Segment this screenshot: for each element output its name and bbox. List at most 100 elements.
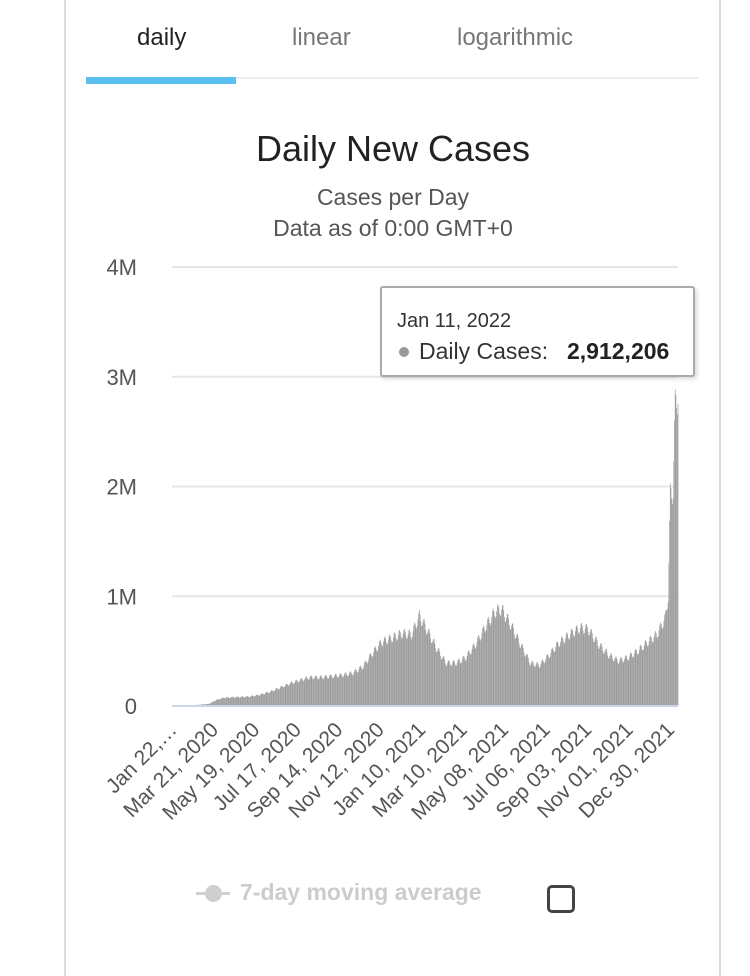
daily-cases-bar (656, 636, 658, 706)
daily-cases-bar (669, 483, 671, 706)
moving-average-checkbox[interactable] (547, 885, 575, 913)
tab-linear[interactable]: linear (292, 24, 351, 51)
daily-cases-bar (308, 679, 310, 706)
daily-cases-bar (461, 659, 463, 706)
daily-cases-bar (450, 666, 452, 706)
daily-cases-bar (598, 648, 599, 706)
daily-cases-bar (617, 661, 618, 706)
daily-cases-bar (260, 694, 261, 706)
daily-cases-bar (271, 690, 273, 706)
daily-cases-bar (607, 655, 609, 706)
daily-cases-bar (534, 666, 536, 706)
daily-cases-bar (255, 695, 256, 706)
daily-cases-bar (580, 623, 582, 706)
daily-cases-bar (586, 626, 588, 706)
daily-cases-bar (274, 690, 275, 706)
daily-cases-bar (624, 656, 626, 706)
daily-cases-bar (355, 669, 357, 706)
daily-cases-bar (519, 647, 521, 706)
daily-cases-bar (303, 681, 304, 706)
daily-cases-bar (371, 657, 373, 706)
daily-cases-bar (588, 635, 590, 706)
daily-cases-bar (542, 660, 544, 706)
daily-cases-bar (332, 678, 334, 706)
daily-cases-bar (420, 621, 422, 706)
daily-cases-bar (318, 679, 320, 706)
daily-cases-bar (444, 659, 446, 706)
daily-cases-bar (676, 408, 677, 706)
daily-cases-bar (440, 658, 442, 706)
daily-cases-bar (351, 674, 353, 706)
daily-cases-bar (280, 686, 282, 706)
daily-cases-bar (671, 498, 673, 706)
daily-cases-bar (539, 668, 540, 706)
daily-cases-bar (489, 622, 490, 706)
daily-cases-bar (345, 672, 346, 706)
daily-cases-bar (258, 695, 259, 706)
daily-cases-bar (395, 638, 397, 706)
daily-cases-bar (568, 640, 570, 706)
daily-cases-bar (469, 653, 471, 706)
daily-cases-bar (608, 658, 609, 706)
daily-cases-bar (317, 679, 319, 706)
daily-cases-bar (629, 656, 630, 706)
daily-cases-bar (598, 648, 600, 706)
daily-cases-bar (609, 655, 611, 706)
daily-cases-bar (428, 628, 429, 706)
daily-cases-bar (300, 678, 301, 706)
daily-cases-bar (454, 664, 456, 706)
daily-cases-bar (506, 614, 508, 706)
daily-cases-bar (564, 642, 566, 706)
daily-cases-bar (459, 659, 460, 706)
daily-cases-bar (612, 659, 613, 706)
daily-cases-bar (289, 683, 291, 706)
daily-cases-bar (263, 694, 265, 706)
daily-cases-bar (276, 687, 278, 706)
daily-cases-bar (558, 645, 559, 706)
daily-cases-bar (402, 633, 404, 706)
daily-cases-bar (367, 662, 369, 706)
daily-cases-bar (476, 642, 478, 706)
daily-cases-bar (474, 647, 476, 706)
daily-cases-bar (627, 661, 629, 706)
daily-cases-bar (338, 677, 339, 706)
daily-cases-bar (626, 656, 628, 706)
daily-cases-bar (464, 659, 466, 706)
daily-cases-bar (640, 644, 642, 706)
daily-cases-bar (381, 644, 382, 706)
daily-cases-bar (584, 632, 585, 706)
tooltip-value: 2,912,206 (567, 338, 670, 364)
tab-logarithmic[interactable]: logarithmic (457, 24, 574, 51)
daily-cases-bar (307, 678, 308, 706)
daily-cases-bar (343, 676, 344, 706)
daily-cases-bar (652, 642, 654, 706)
daily-cases-bar (438, 648, 440, 706)
daily-cases-bar (603, 653, 605, 706)
tab-daily[interactable]: daily (137, 24, 187, 51)
daily-cases-bar (605, 648, 606, 706)
daily-cases-bar (211, 702, 212, 706)
daily-cases-bar (621, 658, 623, 706)
daily-cases-bar (371, 655, 372, 706)
daily-cases-bar (654, 632, 656, 706)
daily-cases-bar (435, 651, 437, 706)
bar-series (171, 389, 679, 706)
daily-cases-bar (299, 680, 301, 706)
daily-cases-bar (391, 642, 393, 706)
daily-cases-bar (520, 645, 522, 706)
daily-cases-bar (352, 674, 354, 706)
daily-cases-bar (538, 666, 540, 706)
daily-cases-bar (657, 635, 659, 706)
daily-cases-bar (523, 652, 525, 706)
daily-cases-bar (579, 628, 581, 706)
daily-cases-bar (624, 658, 625, 706)
daily-cases-bar (641, 646, 642, 706)
daily-cases-bar (381, 646, 383, 706)
daily-cases-bar (322, 678, 323, 706)
daily-cases-bar (397, 639, 398, 706)
daily-cases-bar (610, 653, 612, 706)
daily-cases-bar (504, 616, 505, 706)
daily-cases-bar (577, 627, 578, 706)
daily-cases-bar (209, 703, 211, 706)
daily-cases-bar (572, 634, 574, 706)
